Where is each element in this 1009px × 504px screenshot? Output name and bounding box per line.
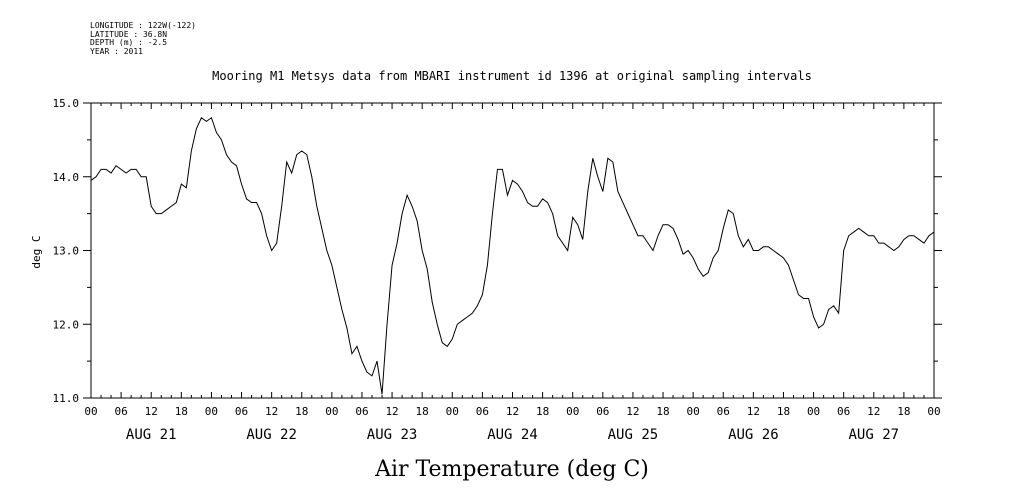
day-label: AUG 24 xyxy=(487,427,538,443)
y-tick-label: 14.0 xyxy=(53,171,80,184)
x-tick-label: 06 xyxy=(837,405,850,418)
x-tick-label: 12 xyxy=(506,405,519,418)
depth-text: DEPTH (m) : -2.5 xyxy=(90,38,168,47)
axes: 00 06 12 18 00 06 12 18 00 06 12 18 00 06 12 18 00 06 12 18… xyxy=(53,97,942,443)
x-tick-label: 00 xyxy=(927,405,940,418)
day-label: AUG 27 xyxy=(848,427,899,443)
x-tick-label: 06 xyxy=(355,405,368,418)
latitude-text: LATITUDE : 36.8N xyxy=(90,29,168,39)
day-label: AUG 22 xyxy=(246,427,297,443)
y-tick-label: 15.0 xyxy=(53,97,80,110)
x-axis-caption: Air Temperature (deg C) xyxy=(374,457,649,482)
y-axis-label: deg C xyxy=(30,235,43,268)
metadata-block: LONGITUDE : 122W(-122) LATITUDE : 36.8N … xyxy=(90,21,196,56)
x-tick-label: 18 xyxy=(897,405,910,418)
series-line xyxy=(90,116,935,395)
x-tick-label: 06 xyxy=(717,405,730,418)
x-tick-label: 18 xyxy=(536,405,549,418)
y-tick-label: 12.0 xyxy=(53,318,80,331)
x-tick-label: 12 xyxy=(747,405,760,418)
x-tick-label: 06 xyxy=(596,405,609,418)
day-label: AUG 26 xyxy=(728,427,779,443)
chart-title: Mooring M1 Metsys data from MBARI instru… xyxy=(212,69,812,83)
x-tick-label: 00 xyxy=(205,405,218,418)
x-tick-label: 00 xyxy=(446,405,459,418)
day-label: AUG 25 xyxy=(608,427,659,443)
x-tick-label: 00 xyxy=(84,405,97,418)
x-tick-label: 06 xyxy=(235,405,248,418)
x-tick-label: 12 xyxy=(265,405,278,418)
x-tick-label: 18 xyxy=(777,405,790,418)
x-tick-label: 18 xyxy=(416,405,429,418)
x-tick-label: 12 xyxy=(867,405,880,418)
year-text: YEAR : 2011 xyxy=(90,46,143,56)
x-tick-label: 12 xyxy=(385,405,398,418)
x-tick-label: 00 xyxy=(566,405,579,418)
x-tick-label: 18 xyxy=(175,405,188,418)
longitude-text: LONGITUDE : 122W(-122) xyxy=(90,21,196,30)
x-tick-label: 06 xyxy=(476,405,489,418)
x-tick-label: 00 xyxy=(807,405,820,418)
x-tick-label: 18 xyxy=(656,405,669,418)
plot-frame xyxy=(90,102,935,399)
x-tick-label: 06 xyxy=(114,405,127,418)
day-label: AUG 21 xyxy=(126,427,177,443)
x-tick-label: 12 xyxy=(145,405,158,418)
y-tick-label: 11.0 xyxy=(53,392,80,405)
x-tick-label: 00 xyxy=(325,405,338,418)
y-tick-label: 13.0 xyxy=(53,245,80,258)
day-label: AUG 23 xyxy=(367,427,418,443)
x-tick-label: 00 xyxy=(687,405,700,418)
x-tick-label: 12 xyxy=(626,405,639,418)
x-tick-label: 18 xyxy=(295,405,308,418)
